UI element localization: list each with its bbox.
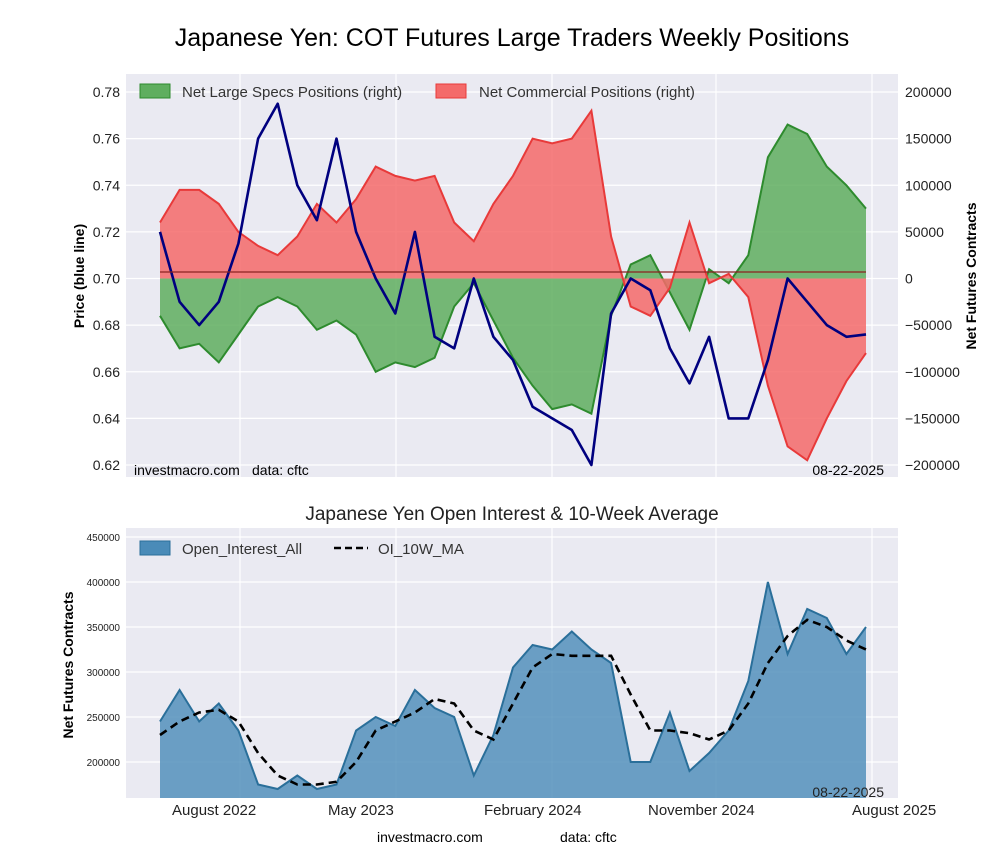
bottom-x-tick-label: May 2023: [328, 802, 394, 819]
left-tick-label: 0.72: [93, 224, 120, 240]
top-legend: Net Large Specs Positions (right) Net Co…: [139, 83, 695, 101]
bottom-x-tick-label: February 2024: [484, 802, 582, 819]
bottom-panel: Japanese Yen Open Interest & 10-Week Ave…: [60, 504, 936, 819]
top-date-stamp: 08-22-2025: [812, 462, 884, 478]
moving-average-line: [159, 618, 867, 786]
open-interest-area-group: [159, 581, 867, 798]
bottom-axis-label: Net Futures Contracts: [60, 591, 76, 738]
right-axis-ticks: −200000 −150000 −100000 −50000 0 50000 100000 1…: [905, 84, 960, 473]
chart-title: Japanese Yen: COT Futures Large Traders …: [175, 24, 849, 52]
left-tick-label: 0.74: [93, 177, 120, 193]
legend-swatch-commercial: [435, 83, 467, 99]
bottom-x-tick-label: August 2025: [852, 802, 936, 819]
footer-source: data: cftc: [560, 829, 617, 845]
right-tick-label: 0: [905, 271, 913, 287]
right-tick-label: −200000: [905, 457, 960, 473]
bottom-title: Japanese Yen Open Interest & 10-Week Ave…: [305, 504, 718, 525]
left-tick-label: 0.64: [93, 410, 120, 426]
legend-swatch-oi: [139, 540, 171, 556]
right-tick-label: 200000: [905, 84, 952, 100]
top-data-source: data: cftc: [252, 462, 309, 478]
top-watermark: investmacro.com: [134, 462, 240, 478]
left-tick-label: 0.66: [93, 364, 120, 380]
bottom-x-ticks: August 2022 May 2023 February 2024 November…: [172, 802, 936, 819]
left-tick-label: 0.70: [93, 271, 120, 287]
bottom-legend: Open_Interest_All OI_10W_MA: [139, 540, 464, 558]
legend-label-specs: Net Large Specs Positions (right): [182, 84, 402, 101]
moving-average-group: [159, 618, 867, 786]
left-tick-label: 0.76: [93, 131, 120, 147]
bottom-y-tick-label: 400000: [87, 578, 121, 589]
right-tick-label: 50000: [905, 224, 944, 240]
commercial-line: [159, 108, 867, 462]
right-tick-label: 150000: [905, 131, 952, 147]
specs-line: [159, 123, 867, 416]
left-axis-label: Price (blue line): [71, 224, 87, 328]
legend-label-ma: OI_10W_MA: [378, 541, 464, 558]
left-tick-label: 0.78: [93, 84, 120, 100]
left-tick-label: 0.68: [93, 317, 120, 333]
price-line-group: [158, 102, 867, 467]
specs-area-group: [159, 123, 867, 416]
footer-site: investmacro.com: [377, 829, 483, 845]
top-panel: 0.62 0.64 0.66 0.68 0.70 0.72 0.74 0.76 0.78 −20…: [71, 74, 979, 478]
commercial-area-group: [159, 108, 867, 462]
right-tick-label: 100000: [905, 177, 952, 193]
bottom-y-tick-label: 350000: [87, 623, 121, 634]
open-interest-line: [159, 581, 867, 791]
bottom-y-tick-label: 300000: [87, 668, 121, 679]
bottom-y-tick-label: 450000: [87, 533, 121, 544]
bottom-y-tick-label: 250000: [87, 713, 121, 724]
bottom-x-tick-label: August 2022: [172, 802, 256, 819]
left-axis-ticks: 0.62 0.64 0.66 0.68 0.70 0.72 0.74 0.76 0.78: [93, 84, 120, 473]
right-axis-label: Net Futures Contracts: [963, 202, 979, 349]
left-tick-label: 0.62: [93, 457, 120, 473]
bottom-date-stamp: 08-22-2025: [812, 784, 884, 800]
bottom-y-tick-label: 200000: [87, 758, 121, 769]
commercial-area: [160, 110, 866, 461]
open-interest-area: [160, 582, 866, 798]
legend-swatch-specs: [139, 83, 171, 99]
right-tick-label: −50000: [905, 317, 952, 333]
right-tick-label: −150000: [905, 410, 960, 426]
price-line: [158, 102, 867, 467]
legend-label-oi: Open_Interest_All: [182, 541, 302, 558]
bottom-y-ticks: 200000 250000 300000 350000 400000 450000: [87, 533, 121, 769]
legend-label-commercial: Net Commercial Positions (right): [479, 84, 695, 101]
right-tick-label: −100000: [905, 364, 960, 380]
bottom-x-tick-label: November 2024: [648, 802, 755, 819]
